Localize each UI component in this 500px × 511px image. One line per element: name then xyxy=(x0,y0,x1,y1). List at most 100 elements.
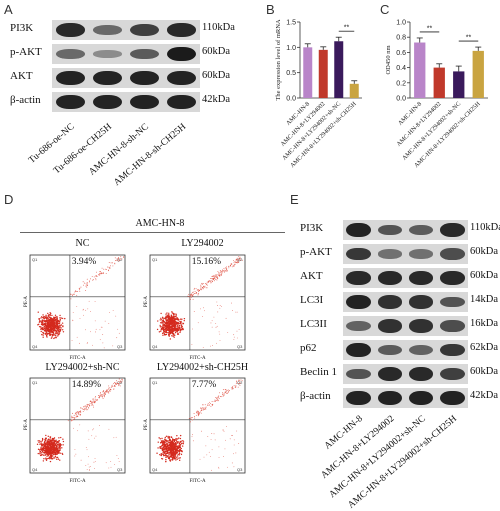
panel-e-row-label: β-actin xyxy=(300,390,331,402)
panel-c-y-tick-label: 0.2 xyxy=(396,80,406,87)
panel-a-kda-label: 42kDa xyxy=(202,94,230,105)
panel-e-strip xyxy=(343,220,468,240)
flow-events xyxy=(36,378,123,471)
panel-e-band xyxy=(346,368,371,380)
flow-quadrant-label: Q1 xyxy=(152,257,158,262)
panel-a-strip xyxy=(52,92,200,112)
flow-plot-frame xyxy=(149,377,246,474)
flow-plot-caption: LY294002+sh-CH25H xyxy=(156,362,249,373)
panel-e-kda-label: 110kDa xyxy=(470,222,500,233)
panel-e-band xyxy=(408,345,434,355)
panel-e-band xyxy=(377,367,403,381)
panel-e-band xyxy=(377,319,403,333)
flow-x-axis-label: FITC-A xyxy=(69,479,86,484)
panel-b-bar xyxy=(349,83,359,98)
panel-e-band xyxy=(377,224,403,236)
flow-plot-caption: LY294002+sh-NC xyxy=(45,362,120,373)
panel-e-kda-label: 14kDa xyxy=(470,294,498,305)
flow-quadrant-label: Q1 xyxy=(32,257,38,262)
panel-letter-d: D xyxy=(4,192,14,207)
panel-e-row-label: p-AKT xyxy=(300,246,332,258)
panel-e-band xyxy=(377,344,403,356)
panel-e-strip xyxy=(343,316,468,336)
panel-b-significance-label: ** xyxy=(344,25,350,32)
panel-e-band xyxy=(440,271,465,285)
flow-plot-frame xyxy=(29,254,126,351)
panel-e-kda-label: 16kDa xyxy=(470,318,498,329)
panel-e-kda-label: 60kDa xyxy=(470,246,498,257)
panel-a-kda-label: 60kDa xyxy=(202,70,230,81)
panel-e-kda-label: 60kDa xyxy=(470,366,498,377)
panel-a-band xyxy=(56,71,85,85)
flow-percent-label: 3.94% xyxy=(71,257,97,267)
flow-events xyxy=(37,256,125,349)
panel-e-row-label: p62 xyxy=(300,342,317,354)
panel-a-row-label: p-AKT xyxy=(10,46,42,58)
panel-letter-e: E xyxy=(290,192,299,207)
panel-e-band xyxy=(440,223,465,237)
flow-y-axis-label: PE-A xyxy=(24,295,30,307)
flow-x-axis-label: FITC-A xyxy=(189,356,206,361)
flow-quadrant-label: Q2 xyxy=(117,257,123,262)
panel-e-band xyxy=(346,391,371,405)
panel-c-y-tick-label: 0.4 xyxy=(396,65,406,72)
flow-quadrant-label: Q4 xyxy=(32,467,38,472)
panel-b-y-tick-label: 0.5 xyxy=(286,70,296,77)
panel-a-kda-label: 110kDa xyxy=(202,22,235,33)
panel-e-band xyxy=(408,391,434,405)
panel-e-band xyxy=(346,247,371,261)
panel-e-band xyxy=(440,248,465,260)
panel-b-y-axis-label: The expression level of mRNA xyxy=(275,19,282,101)
panel-e-strip xyxy=(343,388,468,408)
panel-e-row-label: AKT xyxy=(300,270,323,282)
panel-e-band xyxy=(408,224,434,236)
panel-c-bar xyxy=(472,50,484,98)
panel-a-band xyxy=(93,71,122,85)
panel-a-band xyxy=(56,23,85,37)
panel-a-band xyxy=(167,71,196,85)
flow-quadrant-label: Q3 xyxy=(237,467,243,472)
flow-y-axis-label: PE-A xyxy=(24,418,30,430)
panel-b-bar-chart: 0.0 0.5 1.0 1.5 The expression level of mRNA… xyxy=(275,19,488,169)
panel-e-strip xyxy=(343,244,468,264)
flow-events xyxy=(156,379,243,471)
panel-c-bar xyxy=(453,71,465,98)
flow-percent-label: 7.77% xyxy=(191,380,217,390)
panel-e-band xyxy=(377,295,403,309)
panel-e-kda-label: 42kDa xyxy=(470,390,498,401)
flow-quadrant-label: Q3 xyxy=(237,344,243,349)
panel-a-band xyxy=(130,71,159,85)
flow-group-title: AMC-HN-8 xyxy=(135,218,185,229)
panel-a-band xyxy=(93,95,122,109)
panel-e-band xyxy=(440,343,465,357)
panel-e-band xyxy=(408,367,434,381)
panel-e-band xyxy=(377,391,403,405)
panel-e-band xyxy=(408,249,434,259)
panel-a-strip xyxy=(52,20,200,40)
panel-e-band xyxy=(346,343,371,357)
panel-e-kda-label: 62kDa xyxy=(470,342,498,353)
panel-a-band xyxy=(167,23,196,37)
panel-e-band xyxy=(377,249,403,259)
panel-letter-a: A xyxy=(4,2,13,17)
panel-b-bar xyxy=(334,41,344,98)
panel-b-y-tick-label: 1.0 xyxy=(286,45,296,52)
panel-b-bar xyxy=(318,49,328,98)
flow-percent-label: 15.16% xyxy=(191,257,222,267)
flow-plot-caption: LY294002 xyxy=(181,238,224,249)
flow-x-axis-label: FITC-A xyxy=(69,356,86,361)
panel-b-y-tick-label: 1.5 xyxy=(286,20,296,27)
flow-quadrant-label: Q2 xyxy=(237,380,243,385)
panel-e-band xyxy=(440,391,465,405)
panel-a-band xyxy=(93,25,122,35)
flow-events xyxy=(156,256,243,349)
flow-quadrant-label: Q3 xyxy=(117,344,123,349)
panel-e-band xyxy=(377,271,403,285)
panel-e-band xyxy=(408,271,434,285)
panel-e-band xyxy=(440,296,465,308)
panel-e-band xyxy=(408,319,434,333)
panel-c-y-axis-label: OD450 nm xyxy=(385,45,392,74)
panel-c-bar xyxy=(414,42,426,98)
panel-e-band xyxy=(346,295,371,309)
panel-e-strip xyxy=(343,340,468,360)
